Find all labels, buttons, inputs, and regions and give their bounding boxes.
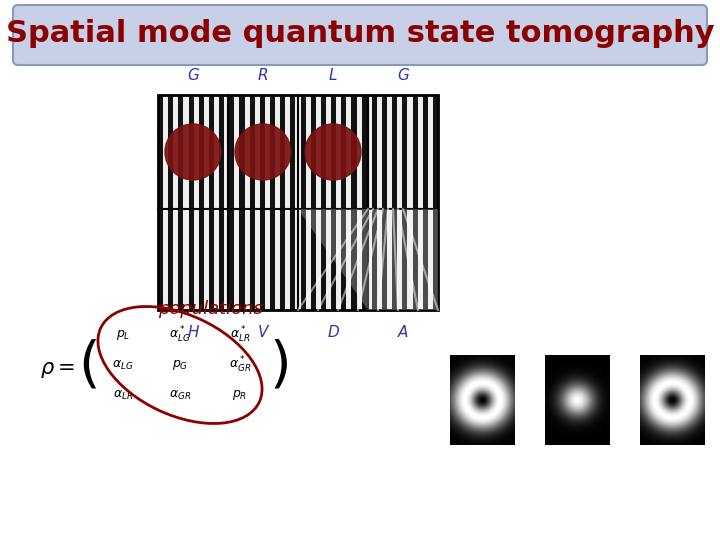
Text: $p_L$: $p_L$	[116, 328, 130, 342]
Bar	[158, 95, 163, 310]
Bar	[235, 95, 240, 310]
Bar	[280, 95, 285, 310]
Bar	[255, 95, 260, 310]
Bar	[189, 95, 194, 310]
Bar	[158, 95, 438, 310]
Text: $\alpha^*_{LG}$: $\alpha^*_{LG}$	[169, 325, 191, 345]
Bar	[184, 95, 189, 310]
Bar	[229, 95, 235, 310]
Bar	[423, 95, 428, 310]
Bar	[356, 95, 361, 310]
Polygon shape	[298, 209, 438, 310]
Bar	[199, 95, 204, 310]
Text: L: L	[329, 68, 337, 83]
Bar	[397, 95, 402, 310]
Bar	[321, 95, 326, 310]
Bar	[163, 95, 168, 310]
Bar	[361, 95, 366, 310]
Text: Spatial mode quantum state tomography: Spatial mode quantum state tomography	[6, 19, 714, 49]
Text: ): )	[270, 338, 292, 392]
Bar	[377, 95, 382, 310]
Text: $\rho =$: $\rho =$	[40, 360, 75, 380]
Bar	[168, 95, 174, 310]
Text: V: V	[258, 325, 268, 340]
Bar	[204, 95, 209, 310]
Bar	[270, 95, 275, 310]
Circle shape	[305, 124, 361, 180]
Text: A: A	[398, 325, 408, 340]
Bar	[413, 95, 418, 310]
Bar	[295, 95, 300, 310]
Text: $\alpha^*_{LR}$: $\alpha^*_{LR}$	[230, 325, 250, 345]
Circle shape	[165, 124, 221, 180]
Bar	[214, 95, 219, 310]
Bar	[260, 95, 265, 310]
Bar	[331, 95, 336, 310]
Bar	[336, 95, 341, 310]
Bar	[209, 95, 214, 310]
Text: G: G	[187, 68, 199, 83]
Text: H: H	[187, 325, 199, 340]
Bar	[392, 95, 397, 310]
Bar	[382, 95, 387, 310]
Text: D: D	[327, 325, 339, 340]
Bar	[265, 95, 270, 310]
Bar	[418, 95, 423, 310]
Bar	[341, 95, 346, 310]
FancyBboxPatch shape	[13, 5, 707, 65]
Text: $\alpha_{LR}$: $\alpha_{LR}$	[113, 388, 133, 402]
Bar	[366, 95, 372, 310]
Bar	[351, 95, 356, 310]
Bar	[245, 95, 250, 310]
Bar	[372, 95, 377, 310]
Bar	[285, 95, 290, 310]
Text: (: (	[78, 338, 100, 392]
Circle shape	[235, 124, 291, 180]
Bar	[174, 95, 179, 310]
Text: G: G	[397, 68, 409, 83]
Text: populations: populations	[158, 300, 262, 318]
Text: $\alpha_{LG}$: $\alpha_{LG}$	[112, 359, 134, 372]
Text: $\alpha^*_{GR}$: $\alpha^*_{GR}$	[229, 355, 251, 375]
Bar	[346, 95, 351, 310]
Bar	[305, 95, 311, 310]
Bar	[290, 95, 295, 310]
Bar	[240, 95, 245, 310]
Text: R: R	[258, 68, 269, 83]
Bar	[224, 95, 229, 310]
Bar	[316, 95, 321, 310]
Bar	[275, 95, 280, 310]
Bar	[250, 95, 255, 310]
Bar	[326, 95, 331, 310]
Bar	[219, 95, 224, 310]
Bar	[387, 95, 392, 310]
Bar	[428, 95, 433, 310]
Bar	[194, 95, 199, 310]
Text: $p_G$: $p_G$	[172, 358, 188, 372]
Text: $\alpha_{GR}$: $\alpha_{GR}$	[169, 388, 191, 402]
Bar	[300, 95, 305, 310]
Bar	[179, 95, 184, 310]
Text: $p_R$: $p_R$	[233, 388, 248, 402]
Bar	[433, 95, 438, 310]
Bar	[408, 95, 413, 310]
Bar	[311, 95, 316, 310]
Bar	[402, 95, 408, 310]
